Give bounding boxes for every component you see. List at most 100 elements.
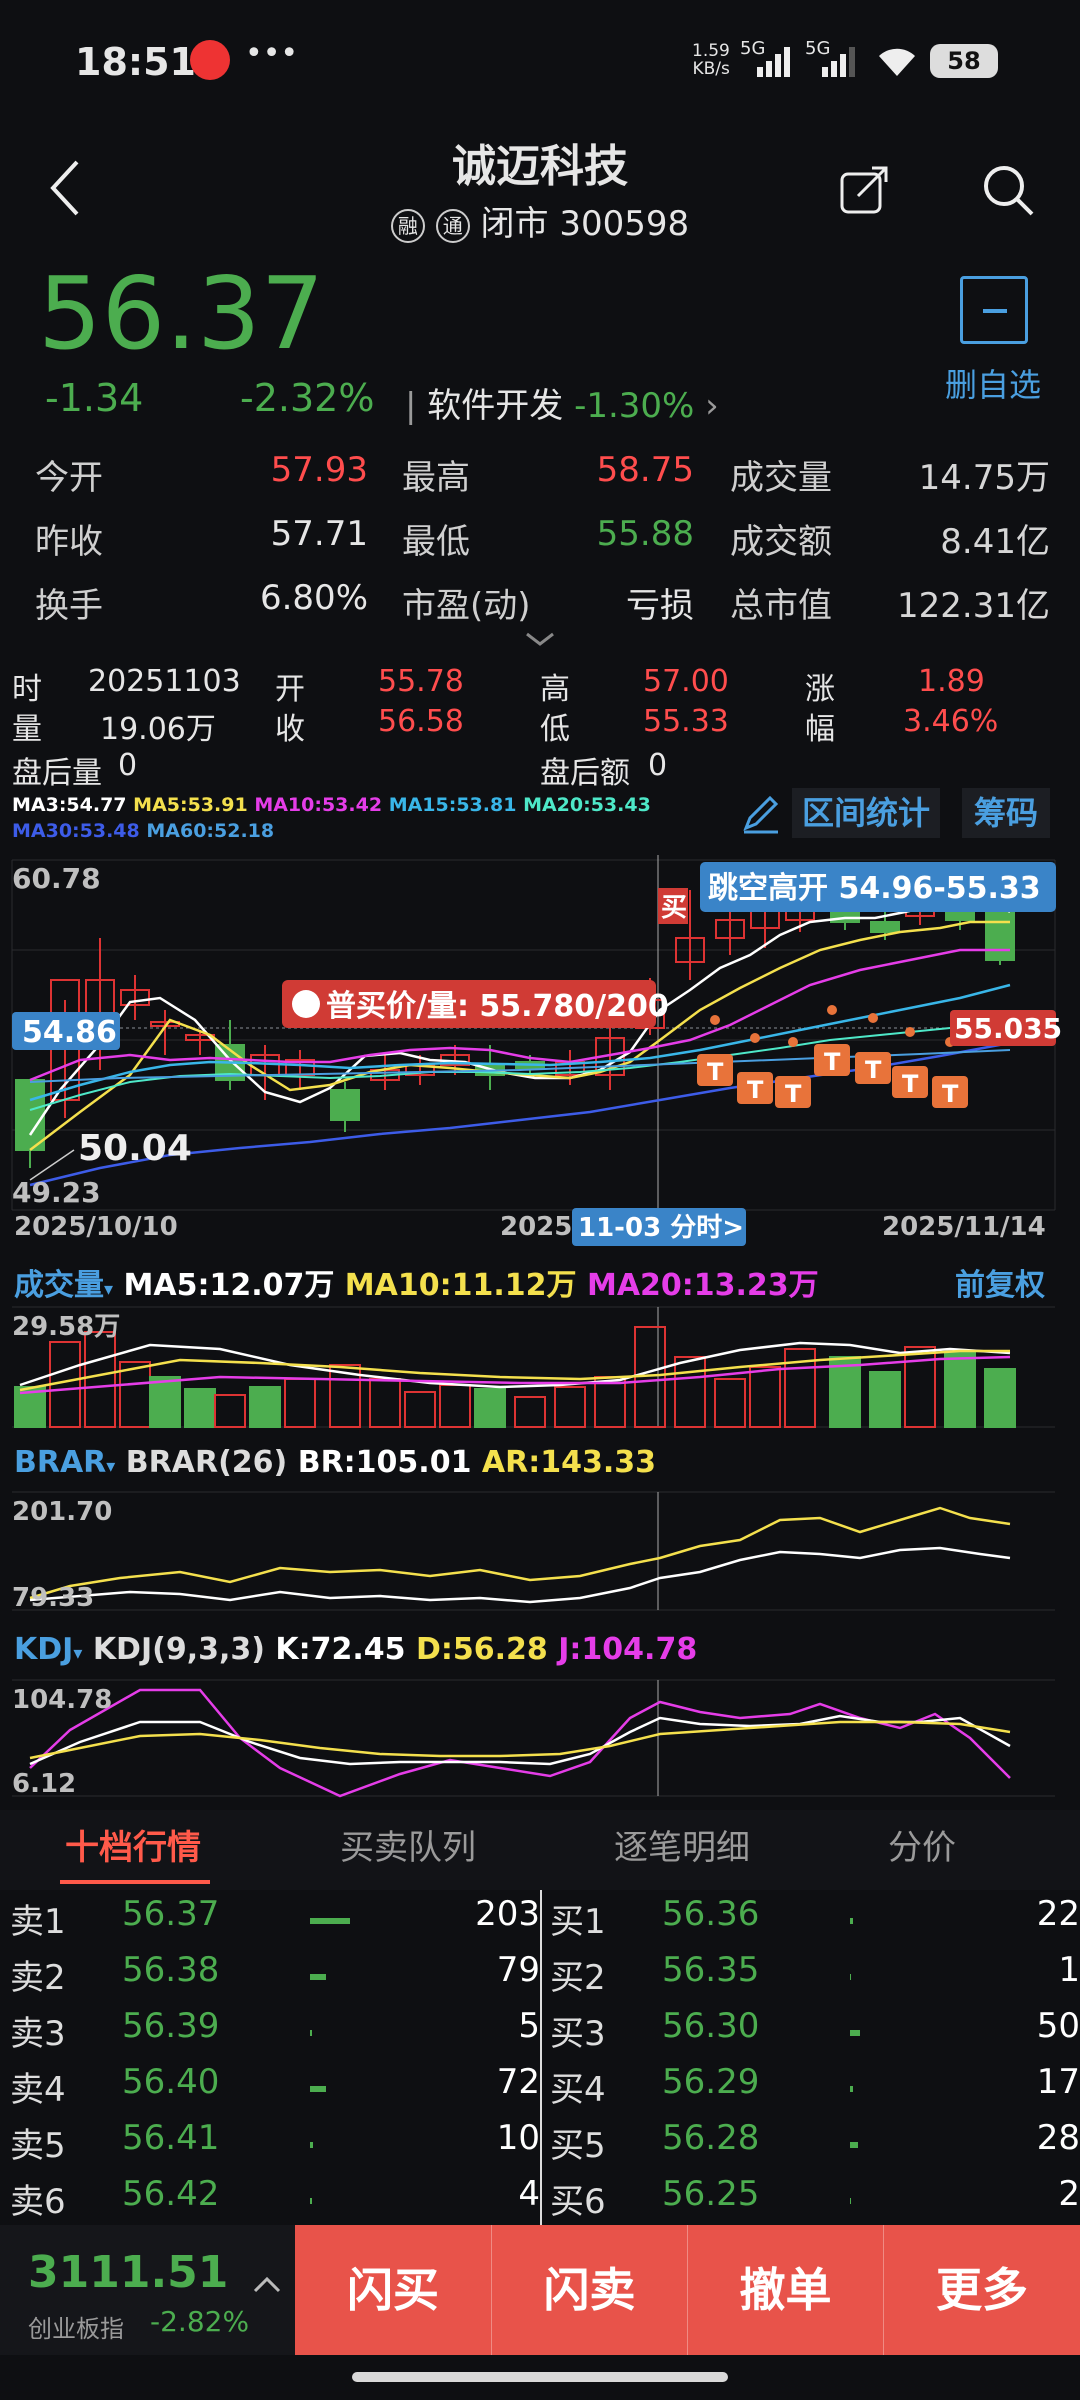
status-bar: 18:51 ••• 1.59 KB/s 5G 5G 58	[0, 0, 1080, 130]
t-marker-dot	[788, 1037, 798, 1047]
page-title: 诚迈科技	[452, 141, 628, 192]
stat-label: 换手	[35, 586, 103, 626]
brar-label[interactable]: BRAR	[14, 1445, 107, 1480]
adjust-mode-button[interactable]: 前复权	[955, 1268, 1045, 1303]
volume-bar	[284, 1378, 316, 1428]
volume-bar	[184, 1388, 216, 1428]
brar-dropdown-icon[interactable]: ▾	[106, 1456, 116, 1477]
t-marker-text: T	[902, 1070, 919, 1098]
ask-row[interactable]: 卖2 56.38 79	[10, 1950, 540, 2006]
tab-queue[interactable]: 买卖队列	[340, 1828, 476, 1868]
kline-chart[interactable]: TT TT T T T 60.78 49.23 54.86 50.04 普买价/量: 5…	[0, 850, 1080, 1250]
bid-row[interactable]: 买6 56.25 2	[550, 2174, 1080, 2230]
left-price-tag	[12, 1012, 120, 1050]
index-value[interactable]: 3111.51	[28, 2247, 229, 2298]
candle-body	[985, 911, 1015, 961]
bid-size: 1	[1058, 1950, 1080, 1990]
intraday-link[interactable]: 11-03 分时>	[578, 1213, 744, 1243]
brar-chart: 201.70 79.33	[12, 1491, 1055, 1613]
bid-row[interactable]: 买1 56.36 22	[550, 1894, 1080, 1950]
quick-buy-button[interactable]: 闪买	[295, 2225, 491, 2355]
signal-5g-1: 5G	[740, 38, 766, 59]
brar-header: BRAR▾ BRAR(26) BR:105.01 AR:143.33	[14, 1445, 656, 1480]
t-marker	[697, 1054, 733, 1086]
ask-price: 56.39	[122, 2006, 220, 2046]
tab-ticks[interactable]: 逐笔明细	[614, 1828, 750, 1868]
volume-y-max: 29.58万	[12, 1312, 120, 1342]
ask-level: 卖3	[10, 2014, 66, 2054]
ask-price: 56.37	[122, 1894, 220, 1934]
tab-price-dist[interactable]: 分价	[888, 1828, 956, 1868]
remove-favorite-button[interactable]	[960, 276, 1028, 344]
ma30-value: MA30:53.48	[12, 820, 140, 842]
kdj-dropdown-icon[interactable]: ▾	[73, 1643, 83, 1664]
range-stats-button[interactable]: 区间统计	[792, 788, 941, 838]
bid-row[interactable]: 买3 56.30 50	[550, 2006, 1080, 2062]
orderbook-tabs: 十档行情 买卖队列 逐笔明细 分价	[0, 1810, 1080, 1890]
stat-label: 最高	[402, 458, 470, 498]
volume-bar	[944, 1351, 976, 1428]
ask-row[interactable]: 卖5 56.41 10	[10, 2118, 540, 2174]
min-price-pointer	[29, 1149, 75, 1181]
ask-row[interactable]: 卖6 56.42 4	[10, 2174, 540, 2230]
chips-button[interactable]: 筹码	[962, 788, 1051, 838]
market-status: 闭市	[480, 204, 549, 244]
ask-price: 56.38	[122, 1950, 220, 1990]
candle-body	[330, 1089, 360, 1121]
volume-label[interactable]: 成交量	[14, 1268, 104, 1303]
min-price-label: 50.04	[78, 1128, 192, 1169]
ohlc-label: 时	[12, 672, 42, 707]
ask-row[interactable]: 卖3 56.39 5	[10, 2006, 540, 2062]
signal-icon-2	[822, 47, 855, 77]
volume-bar	[784, 1348, 816, 1428]
ma10-line	[29, 948, 1010, 1082]
ask-price: 56.40	[122, 2062, 220, 2102]
price-change-pct: -2.32%	[240, 376, 375, 420]
ohlc-high: 57.00	[643, 664, 729, 699]
t-marker-text: T	[747, 1076, 764, 1104]
volume-dropdown-icon[interactable]: ▾	[104, 1279, 114, 1300]
right-price-tag	[950, 1010, 1056, 1046]
more-notifications-icon: •••	[245, 36, 299, 71]
ma-legend: MA3:54.77 MA5:53.91 MA10:53.42 MA15:53.8…	[12, 792, 651, 844]
search-icon[interactable]	[980, 162, 1036, 218]
quote-panel: 56.37 -1.34 -2.32% | 软件开发 -1.30% › 删自选 今…	[0, 250, 1080, 646]
ask-size: 5	[518, 2006, 540, 2046]
bid-row[interactable]: 买4 56.29 17	[550, 2062, 1080, 2118]
t-marker	[737, 1072, 773, 1104]
sector-info[interactable]: | 软件开发 -1.30% ›	[405, 386, 719, 426]
ask-row[interactable]: 卖1 56.37 203	[10, 1894, 540, 1950]
share-icon[interactable]	[838, 160, 894, 216]
quick-sell-button[interactable]: 闪卖	[491, 2225, 687, 2355]
bid-row[interactable]: 买5 56.28 28	[550, 2118, 1080, 2174]
stat-prev-close: 57.71	[270, 514, 368, 554]
home-indicator[interactable]	[352, 2372, 728, 2382]
volume-bar	[829, 1356, 861, 1428]
more-button[interactable]: 更多	[883, 2225, 1080, 2355]
stock-subtitle: 融 通 闭市 300598	[0, 196, 1080, 245]
back-icon[interactable]	[45, 158, 85, 218]
kdj-label[interactable]: KDJ	[14, 1632, 74, 1667]
brar-y-max: 201.70	[12, 1497, 112, 1527]
bid-row[interactable]: 买2 56.35 1	[550, 1950, 1080, 2006]
ask-row[interactable]: 卖4 56.40 72	[10, 2062, 540, 2118]
t-marker-dot	[905, 1027, 915, 1037]
index-pct: -2.82%	[150, 2305, 250, 2338]
intraday-link-box[interactable]	[572, 1208, 746, 1246]
t-marker-text: T	[785, 1080, 802, 1108]
edit-pen-icon[interactable]	[738, 792, 782, 836]
expand-up-icon[interactable]	[252, 2275, 282, 2295]
cancel-order-button[interactable]: 撤单	[687, 2225, 883, 2355]
remove-favorite-label[interactable]: 删自选	[945, 366, 1042, 404]
order-book: 卖1 56.37 203 卖2 56.38 79 卖3 56.39 5 卖4 56.40 72 卖5 56…	[0, 1890, 1080, 2225]
bid-depth-bar	[850, 2030, 860, 2036]
volume-bar	[869, 1371, 901, 1428]
bid-depth-bar	[850, 1918, 853, 1924]
volume-bar	[474, 1388, 506, 1428]
expand-chevron-icon[interactable]	[525, 632, 555, 646]
index-name: 创业板指	[28, 2315, 124, 2343]
kdj-j: J:104.78	[558, 1632, 698, 1667]
ohlc-label: 量	[12, 712, 42, 747]
tab-level10[interactable]: 十档行情	[65, 1828, 201, 1868]
brar-br-line	[29, 1546, 1011, 1604]
